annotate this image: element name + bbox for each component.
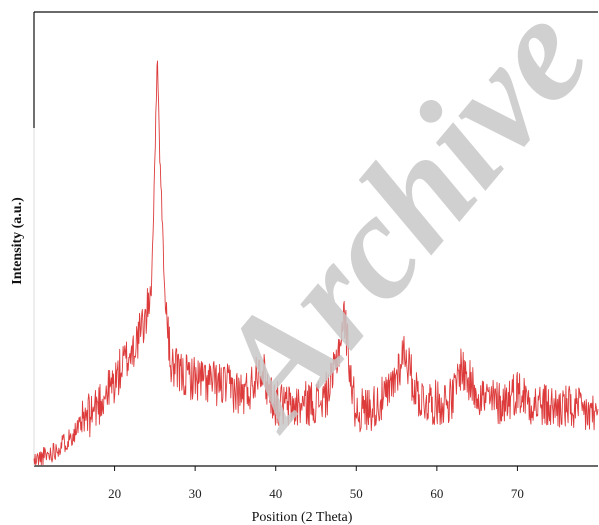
y-axis-title: Intensity (a.u.) [10, 197, 25, 285]
series-layer [33, 60, 599, 466]
x-tick-label: 30 [189, 486, 202, 501]
x-axis-title: Position (2 Theta) [252, 510, 353, 525]
x-tick-label: 40 [269, 486, 282, 501]
x-tick-label: 70 [511, 486, 524, 501]
x-ticks: 20 30 40 50 60 70 [108, 466, 524, 501]
x-tick-label: 20 [108, 486, 121, 501]
x-tick-label: 50 [350, 486, 363, 501]
plot-frame [33, 11, 598, 467]
x-tick-label: 60 [430, 486, 443, 501]
xrd-trace [33, 60, 599, 466]
